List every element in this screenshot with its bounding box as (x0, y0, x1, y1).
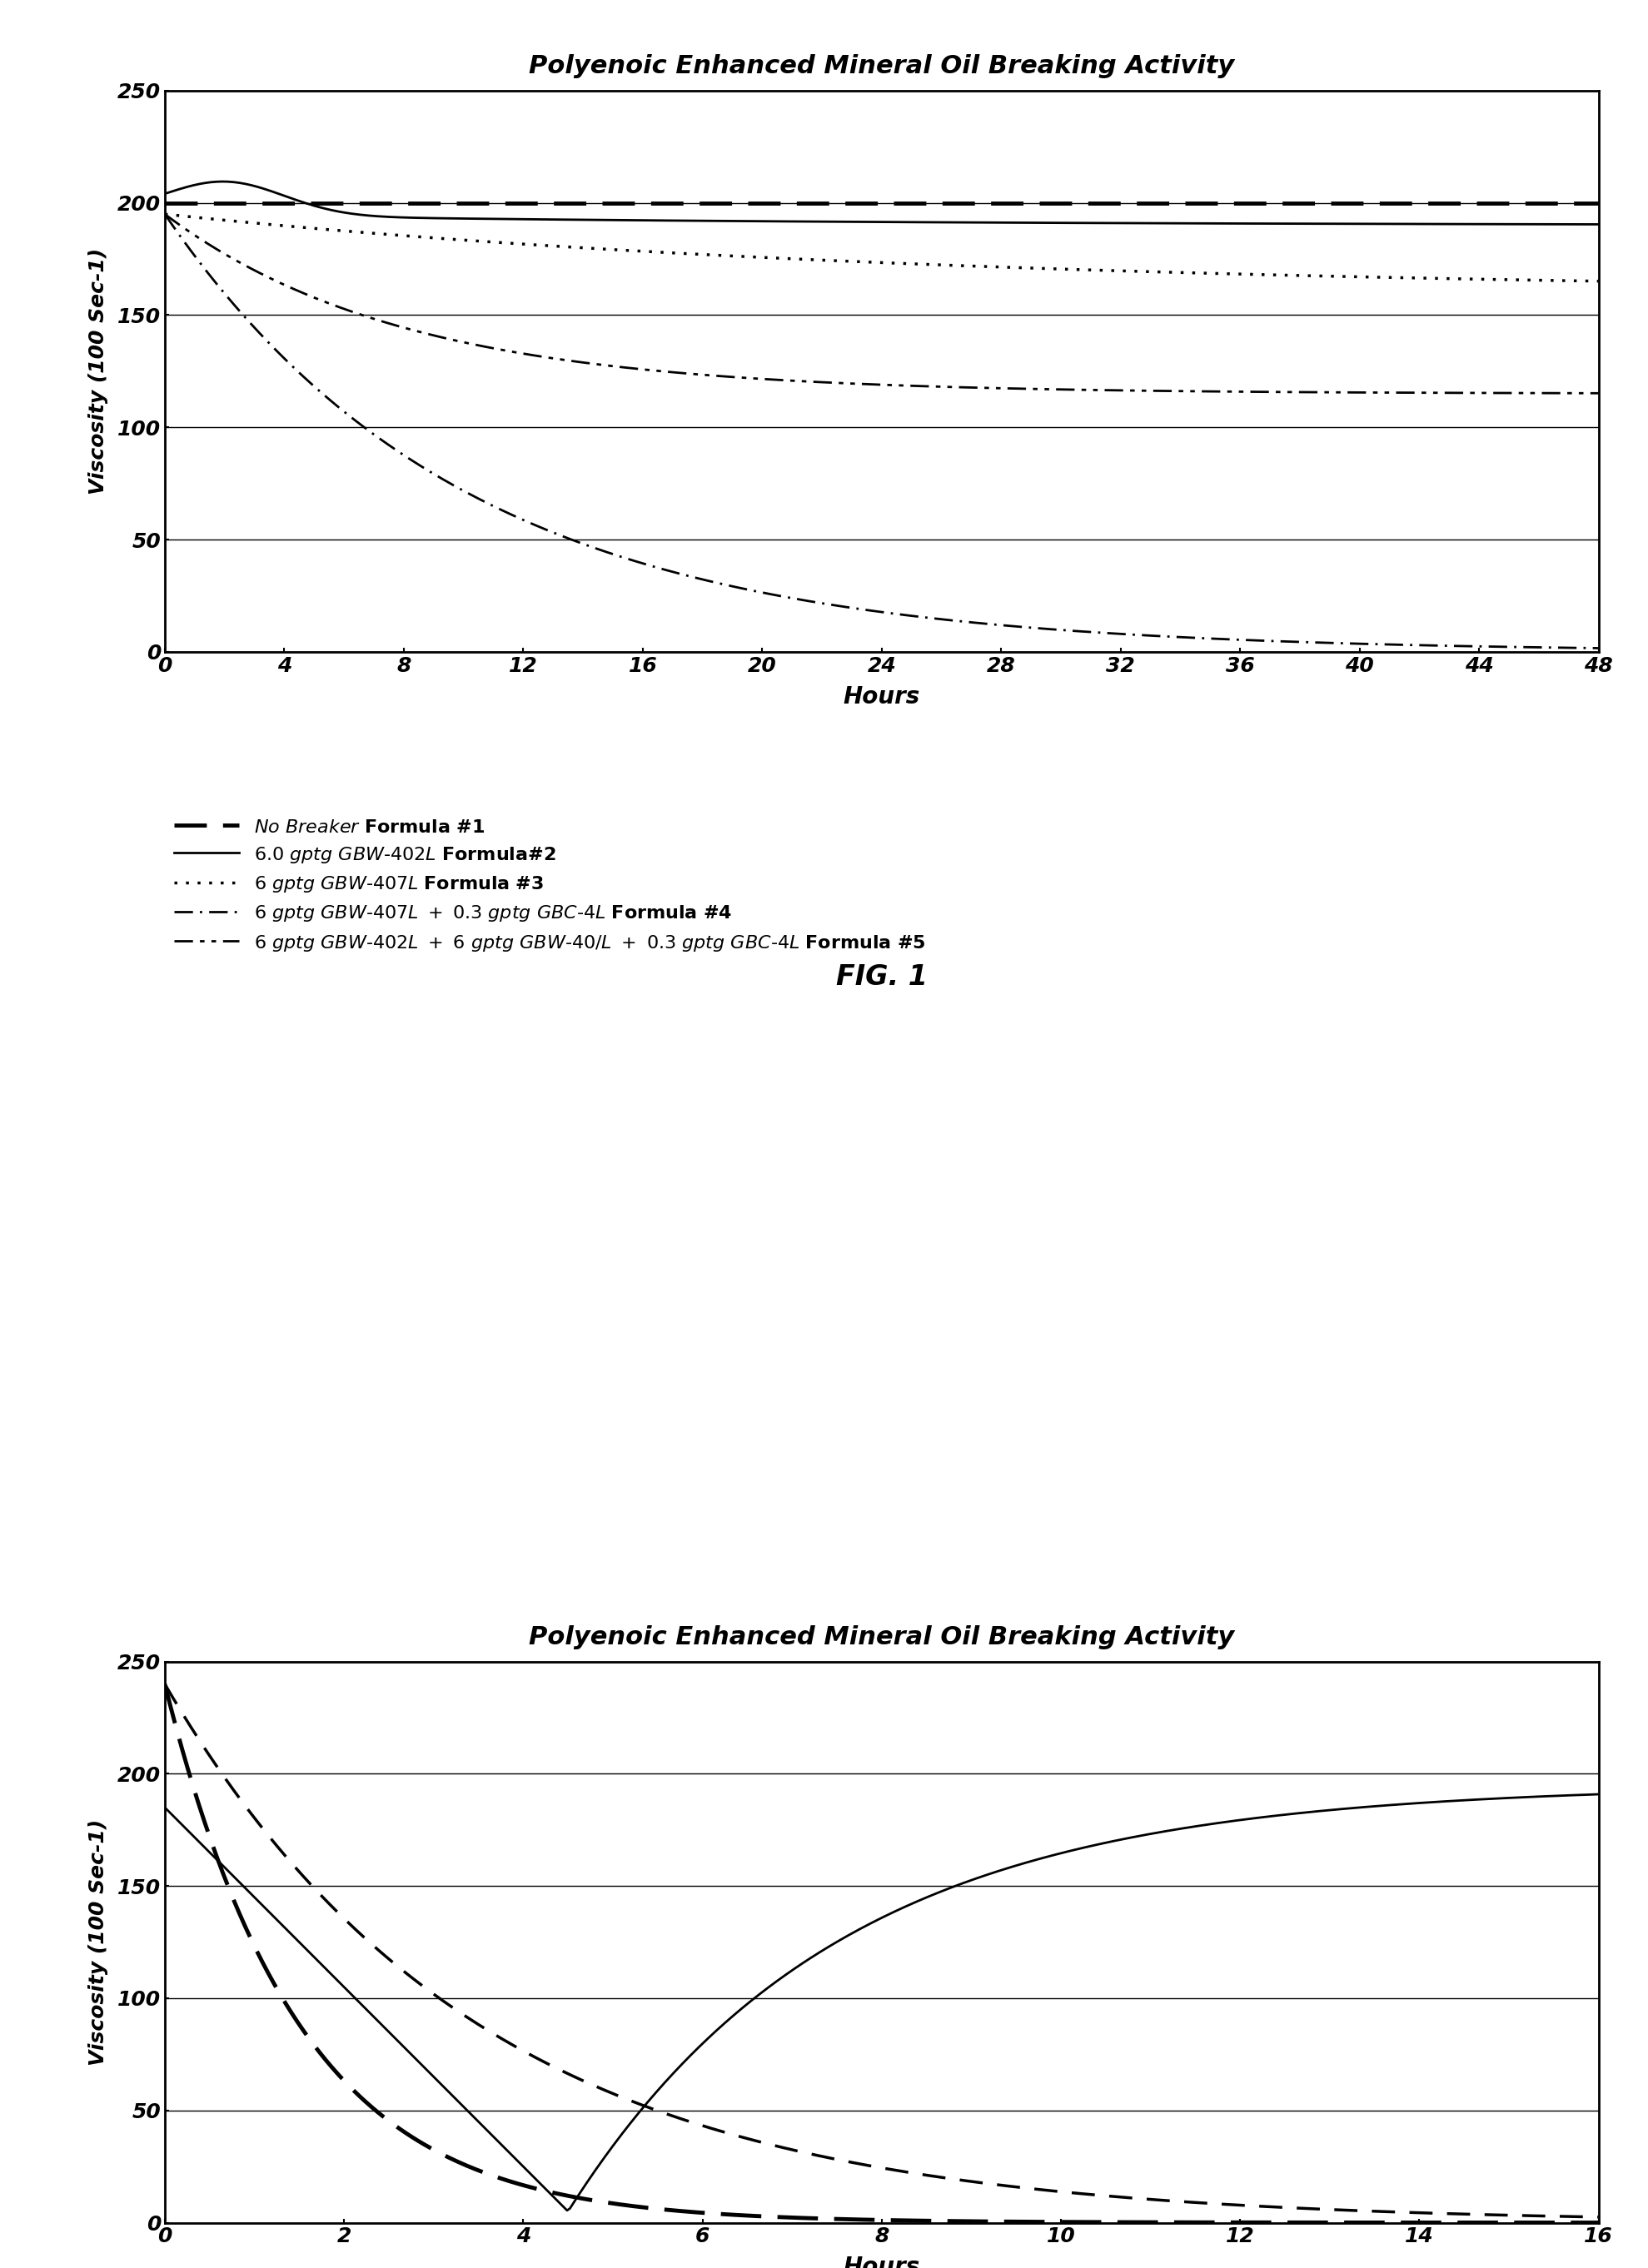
Title: Polyenoic Enhanced Mineral Oil Breaking Activity: Polyenoic Enhanced Mineral Oil Breaking … (529, 54, 1234, 79)
Y-axis label: Viscosity (100 Sec-1): Viscosity (100 Sec-1) (87, 247, 109, 494)
X-axis label: Hours: Hours (844, 2257, 920, 2268)
Legend: $\it{No\ Breaker}$ $\bf{Formula\ \#1}$, $\it{6.0\ gptg\ GBW\text{-}402L}$ $\bf{F: $\it{No\ Breaker}$ $\bf{Formula\ \#1}$, … (175, 819, 925, 953)
Y-axis label: Viscosity (100 Sec-1): Viscosity (100 Sec-1) (87, 1819, 109, 2066)
Title: Polyenoic Enhanced Mineral Oil Breaking Activity: Polyenoic Enhanced Mineral Oil Breaking … (529, 1626, 1234, 1649)
X-axis label: Hours: Hours (844, 685, 920, 708)
Text: FIG. 1: FIG. 1 (836, 964, 928, 991)
